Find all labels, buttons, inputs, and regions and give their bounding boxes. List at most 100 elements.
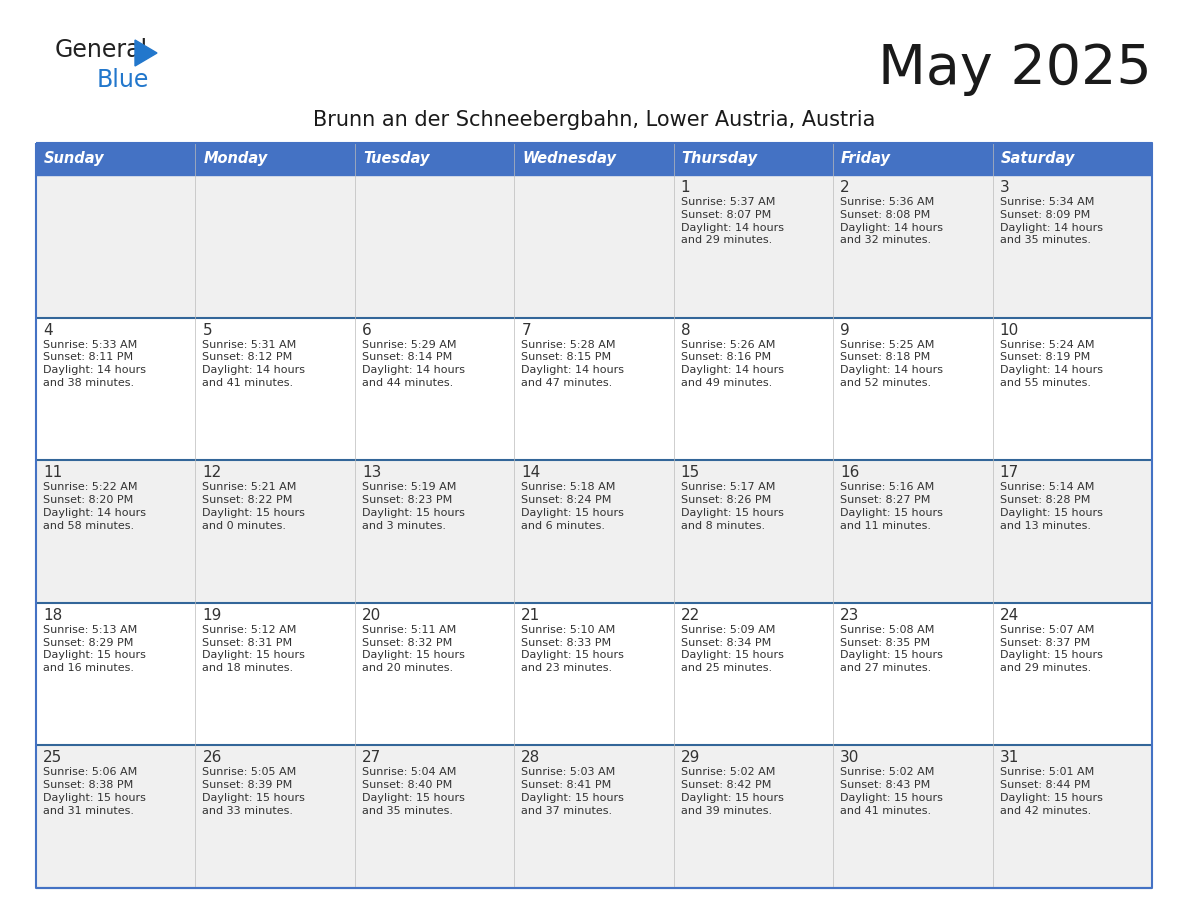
Text: 20: 20: [362, 608, 381, 622]
Text: Sunrise: 5:28 AM
Sunset: 8:15 PM
Daylight: 14 hours
and 47 minutes.: Sunrise: 5:28 AM Sunset: 8:15 PM Dayligh…: [522, 340, 624, 388]
Text: 10: 10: [999, 322, 1019, 338]
Bar: [992, 143, 1152, 175]
Text: Sunrise: 5:04 AM
Sunset: 8:40 PM
Daylight: 15 hours
and 35 minutes.: Sunrise: 5:04 AM Sunset: 8:40 PM Dayligh…: [362, 767, 465, 816]
Text: 19: 19: [202, 608, 222, 622]
Text: 14: 14: [522, 465, 541, 480]
Bar: [196, 745, 355, 888]
Bar: [674, 603, 833, 745]
Bar: [36, 318, 196, 460]
Text: 3: 3: [999, 180, 1010, 195]
Text: Sunrise: 5:06 AM
Sunset: 8:38 PM
Daylight: 15 hours
and 31 minutes.: Sunrise: 5:06 AM Sunset: 8:38 PM Dayligh…: [43, 767, 146, 816]
Text: 13: 13: [362, 465, 381, 480]
Bar: [36, 745, 196, 888]
Bar: [833, 175, 992, 318]
Text: Sunrise: 5:21 AM
Sunset: 8:22 PM
Daylight: 15 hours
and 0 minutes.: Sunrise: 5:21 AM Sunset: 8:22 PM Dayligh…: [202, 482, 305, 531]
Text: 29: 29: [681, 750, 700, 766]
Text: General: General: [55, 38, 148, 62]
Text: Sunrise: 5:12 AM
Sunset: 8:31 PM
Daylight: 15 hours
and 18 minutes.: Sunrise: 5:12 AM Sunset: 8:31 PM Dayligh…: [202, 625, 305, 673]
Text: Sunrise: 5:07 AM
Sunset: 8:37 PM
Daylight: 15 hours
and 29 minutes.: Sunrise: 5:07 AM Sunset: 8:37 PM Dayligh…: [999, 625, 1102, 673]
Bar: [514, 318, 674, 460]
Text: 11: 11: [43, 465, 62, 480]
Text: 30: 30: [840, 750, 859, 766]
Text: Sunrise: 5:02 AM
Sunset: 8:43 PM
Daylight: 15 hours
and 41 minutes.: Sunrise: 5:02 AM Sunset: 8:43 PM Dayligh…: [840, 767, 943, 816]
Bar: [36, 603, 196, 745]
Text: 2: 2: [840, 180, 849, 195]
Text: 22: 22: [681, 608, 700, 622]
Text: Sunrise: 5:16 AM
Sunset: 8:27 PM
Daylight: 15 hours
and 11 minutes.: Sunrise: 5:16 AM Sunset: 8:27 PM Dayligh…: [840, 482, 943, 531]
Bar: [833, 318, 992, 460]
Text: 15: 15: [681, 465, 700, 480]
Text: Sunrise: 5:26 AM
Sunset: 8:16 PM
Daylight: 14 hours
and 49 minutes.: Sunrise: 5:26 AM Sunset: 8:16 PM Dayligh…: [681, 340, 784, 388]
Bar: [992, 745, 1152, 888]
Bar: [355, 603, 514, 745]
Text: Friday: Friday: [841, 151, 891, 166]
Text: Sunrise: 5:18 AM
Sunset: 8:24 PM
Daylight: 15 hours
and 6 minutes.: Sunrise: 5:18 AM Sunset: 8:24 PM Dayligh…: [522, 482, 624, 531]
Bar: [674, 175, 833, 318]
Text: Monday: Monday: [203, 151, 267, 166]
Bar: [355, 460, 514, 603]
Text: 16: 16: [840, 465, 859, 480]
Bar: [514, 175, 674, 318]
Text: Sunrise: 5:02 AM
Sunset: 8:42 PM
Daylight: 15 hours
and 39 minutes.: Sunrise: 5:02 AM Sunset: 8:42 PM Dayligh…: [681, 767, 784, 816]
Text: Brunn an der Schneebergbahn, Lower Austria, Austria: Brunn an der Schneebergbahn, Lower Austr…: [312, 110, 876, 130]
Text: 25: 25: [43, 750, 62, 766]
Bar: [833, 460, 992, 603]
Polygon shape: [135, 40, 157, 66]
Bar: [992, 603, 1152, 745]
Text: 5: 5: [202, 322, 211, 338]
Bar: [355, 143, 514, 175]
Text: Sunrise: 5:37 AM
Sunset: 8:07 PM
Daylight: 14 hours
and 29 minutes.: Sunrise: 5:37 AM Sunset: 8:07 PM Dayligh…: [681, 197, 784, 245]
Text: 23: 23: [840, 608, 859, 622]
Bar: [355, 175, 514, 318]
Text: 7: 7: [522, 322, 531, 338]
Text: Wednesday: Wednesday: [523, 151, 617, 166]
Text: 31: 31: [999, 750, 1019, 766]
Bar: [196, 318, 355, 460]
Text: Sunrise: 5:09 AM
Sunset: 8:34 PM
Daylight: 15 hours
and 25 minutes.: Sunrise: 5:09 AM Sunset: 8:34 PM Dayligh…: [681, 625, 784, 673]
Text: Sunrise: 5:31 AM
Sunset: 8:12 PM
Daylight: 14 hours
and 41 minutes.: Sunrise: 5:31 AM Sunset: 8:12 PM Dayligh…: [202, 340, 305, 388]
Text: 17: 17: [999, 465, 1019, 480]
Bar: [833, 603, 992, 745]
Text: Sunrise: 5:36 AM
Sunset: 8:08 PM
Daylight: 14 hours
and 32 minutes.: Sunrise: 5:36 AM Sunset: 8:08 PM Dayligh…: [840, 197, 943, 245]
Text: Thursday: Thursday: [682, 151, 758, 166]
Bar: [514, 745, 674, 888]
Text: Sunrise: 5:05 AM
Sunset: 8:39 PM
Daylight: 15 hours
and 33 minutes.: Sunrise: 5:05 AM Sunset: 8:39 PM Dayligh…: [202, 767, 305, 816]
Text: May 2025: May 2025: [878, 42, 1152, 96]
Bar: [355, 318, 514, 460]
Bar: [196, 603, 355, 745]
Bar: [196, 143, 355, 175]
Text: 21: 21: [522, 608, 541, 622]
Text: Sunrise: 5:29 AM
Sunset: 8:14 PM
Daylight: 14 hours
and 44 minutes.: Sunrise: 5:29 AM Sunset: 8:14 PM Dayligh…: [362, 340, 465, 388]
Bar: [514, 143, 674, 175]
Text: 28: 28: [522, 750, 541, 766]
Bar: [36, 460, 196, 603]
Text: 4: 4: [43, 322, 52, 338]
Bar: [196, 175, 355, 318]
Text: Sunrise: 5:08 AM
Sunset: 8:35 PM
Daylight: 15 hours
and 27 minutes.: Sunrise: 5:08 AM Sunset: 8:35 PM Dayligh…: [840, 625, 943, 673]
Bar: [355, 745, 514, 888]
Text: Sunrise: 5:10 AM
Sunset: 8:33 PM
Daylight: 15 hours
and 23 minutes.: Sunrise: 5:10 AM Sunset: 8:33 PM Dayligh…: [522, 625, 624, 673]
Bar: [992, 460, 1152, 603]
Text: Sunrise: 5:11 AM
Sunset: 8:32 PM
Daylight: 15 hours
and 20 minutes.: Sunrise: 5:11 AM Sunset: 8:32 PM Dayligh…: [362, 625, 465, 673]
Text: Sunrise: 5:34 AM
Sunset: 8:09 PM
Daylight: 14 hours
and 35 minutes.: Sunrise: 5:34 AM Sunset: 8:09 PM Dayligh…: [999, 197, 1102, 245]
Bar: [833, 745, 992, 888]
Bar: [674, 318, 833, 460]
Text: Saturday: Saturday: [1000, 151, 1075, 166]
Text: Sunrise: 5:22 AM
Sunset: 8:20 PM
Daylight: 14 hours
and 58 minutes.: Sunrise: 5:22 AM Sunset: 8:20 PM Dayligh…: [43, 482, 146, 531]
Text: Sunrise: 5:25 AM
Sunset: 8:18 PM
Daylight: 14 hours
and 52 minutes.: Sunrise: 5:25 AM Sunset: 8:18 PM Dayligh…: [840, 340, 943, 388]
Bar: [674, 460, 833, 603]
Text: Tuesday: Tuesday: [362, 151, 429, 166]
Bar: [514, 603, 674, 745]
Text: Sunrise: 5:17 AM
Sunset: 8:26 PM
Daylight: 15 hours
and 8 minutes.: Sunrise: 5:17 AM Sunset: 8:26 PM Dayligh…: [681, 482, 784, 531]
Text: 24: 24: [999, 608, 1019, 622]
Text: Sunrise: 5:03 AM
Sunset: 8:41 PM
Daylight: 15 hours
and 37 minutes.: Sunrise: 5:03 AM Sunset: 8:41 PM Dayligh…: [522, 767, 624, 816]
Bar: [674, 745, 833, 888]
Text: Sunrise: 5:13 AM
Sunset: 8:29 PM
Daylight: 15 hours
and 16 minutes.: Sunrise: 5:13 AM Sunset: 8:29 PM Dayligh…: [43, 625, 146, 673]
Bar: [36, 143, 196, 175]
Text: Sunrise: 5:19 AM
Sunset: 8:23 PM
Daylight: 15 hours
and 3 minutes.: Sunrise: 5:19 AM Sunset: 8:23 PM Dayligh…: [362, 482, 465, 531]
Bar: [833, 143, 992, 175]
Text: 8: 8: [681, 322, 690, 338]
Text: Blue: Blue: [97, 68, 150, 92]
Bar: [514, 460, 674, 603]
Text: 18: 18: [43, 608, 62, 622]
